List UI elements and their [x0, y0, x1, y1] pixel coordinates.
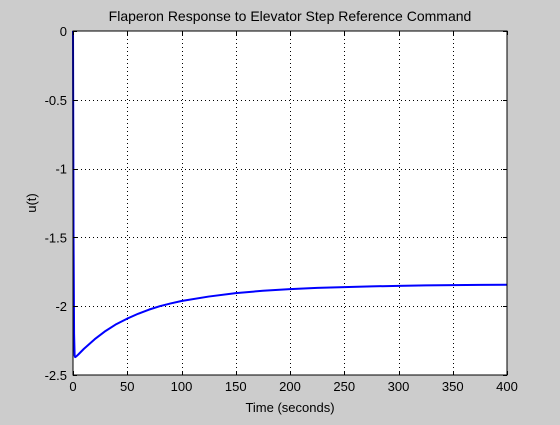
y-tick-label: -0.5 [45, 93, 67, 108]
series-line [72, 30, 508, 359]
y-tick-label: -1.5 [45, 230, 67, 245]
x-tick-labels: 0 50 100 150 200 250 300 350 400 [69, 379, 517, 394]
y-axis-label: u(t) [24, 193, 39, 213]
grid [73, 31, 507, 375]
x-tick-label: 250 [333, 379, 355, 394]
x-tick-label: 50 [120, 379, 134, 394]
y-tick-label: -2 [55, 299, 67, 314]
x-tick-label: 150 [225, 379, 247, 394]
x-axis-label: Time (seconds) [245, 400, 334, 415]
x-tick-label: 200 [279, 379, 301, 394]
y-tick-label: -2.5 [45, 368, 67, 383]
ticks [73, 31, 508, 376]
y-tick-label: 0 [60, 24, 67, 39]
x-tick-label: 300 [388, 379, 410, 394]
y-tick-labels: 0 -0.5 -1 -1.5 -2 -2.5 [45, 24, 67, 383]
chart-title: Flaperon Response to Elevator Step Refer… [109, 8, 472, 24]
series-group [72, 30, 508, 359]
x-tick-label: 400 [496, 379, 518, 394]
x-tick-label: 100 [171, 379, 193, 394]
y-tick-label: -1 [55, 162, 67, 177]
x-tick-label: 0 [69, 379, 76, 394]
x-tick-label: 350 [442, 379, 464, 394]
